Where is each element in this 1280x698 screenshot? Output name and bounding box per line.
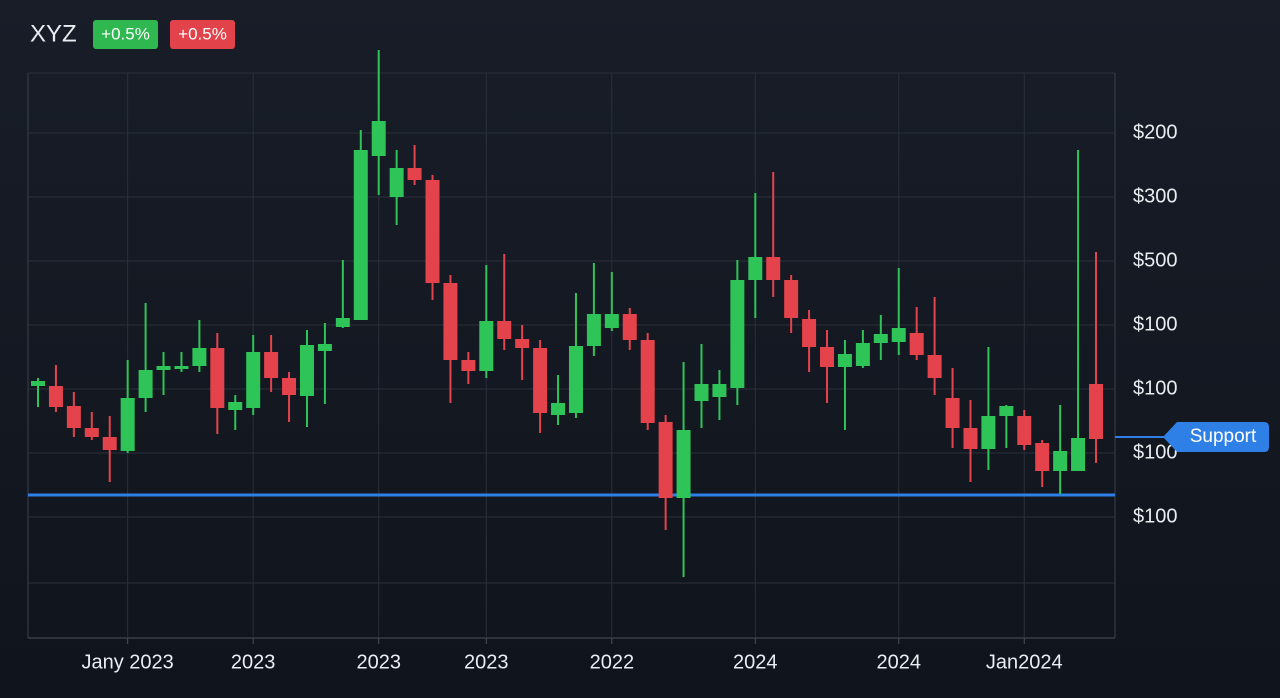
candle-body [1035,443,1050,471]
candle-body [927,355,942,378]
candle-body [138,370,153,398]
x-tick-label: 2023 [464,651,509,673]
candle-body [586,314,601,346]
candle-body [515,339,530,348]
candle-body [264,352,279,378]
candle-body [174,366,189,369]
candle-body [335,318,350,327]
candle-body [1089,384,1103,439]
x-tick-label: 2023 [356,651,401,673]
candle-body [425,180,440,283]
candle-body [730,280,745,388]
candle-body [676,430,691,498]
candle-body [317,344,332,351]
candle-body [228,402,243,410]
x-tick-label: 2022 [590,651,635,673]
candle-body [371,121,386,156]
candle-body [568,346,583,413]
candle-body [84,428,99,437]
candle-body [48,386,63,407]
candle-body [891,328,906,342]
candle-body [1017,416,1032,445]
candle-body [694,384,709,401]
candle-body [873,334,888,343]
candle-body [622,314,637,340]
candle-body [766,257,781,280]
candle-body [963,428,978,449]
y-tick-label: $500 [1133,249,1178,271]
candle-body [31,381,45,386]
candle-body [461,360,476,371]
change-badge-text: +0.5% [101,24,150,43]
ticker-title: XYZ [30,20,77,47]
candle-body [820,347,835,367]
candle-body [909,333,924,355]
candle-body [210,348,225,408]
candle-body [551,403,566,415]
y-tick-label: $100 [1133,313,1178,335]
change-badge [170,20,235,49]
candle-body [533,348,548,413]
candle-body [604,314,619,328]
candle-body [784,280,799,318]
candle-body [1053,451,1068,471]
candle-body [1071,438,1086,471]
x-tick-label: 2023 [231,651,276,673]
support-badge [1163,422,1269,452]
y-tick-label: $300 [1133,185,1178,207]
x-tick-label: 2024 [876,651,921,673]
candle-body [389,168,404,197]
candle-body [282,378,297,395]
candle-body [658,422,673,498]
candle-body [102,437,117,450]
candle-body [443,283,458,360]
x-tick-label: Jany 2023 [82,651,174,673]
candle-body [855,343,870,366]
candle-body [120,398,135,451]
candle-body [192,348,207,366]
candle-body [66,406,81,428]
candle-body [299,345,314,396]
candle-body [479,321,494,371]
candle-body [981,416,996,449]
y-tick-label: $200 [1133,121,1178,143]
support-label: Support [1190,426,1257,447]
candle-body [748,257,763,280]
y-tick-label: $100 [1133,441,1178,463]
candle-body [945,398,960,428]
candle-body [246,352,261,408]
candle-body [497,321,512,339]
candle-body [802,319,817,347]
candle-body [999,406,1014,416]
candle-body [837,354,852,367]
y-tick-label: $100 [1133,505,1178,527]
candle-body [640,340,655,423]
change-badge-text: +0.5% [178,24,227,43]
candle-body [353,150,368,320]
candle-body [156,366,171,370]
x-tick-label: 2024 [733,651,778,673]
candle-body [407,168,422,180]
x-tick-label: Jan2024 [986,651,1063,673]
candle-body [712,384,727,397]
change-badge [93,20,158,49]
y-tick-label: $100 [1133,377,1178,399]
